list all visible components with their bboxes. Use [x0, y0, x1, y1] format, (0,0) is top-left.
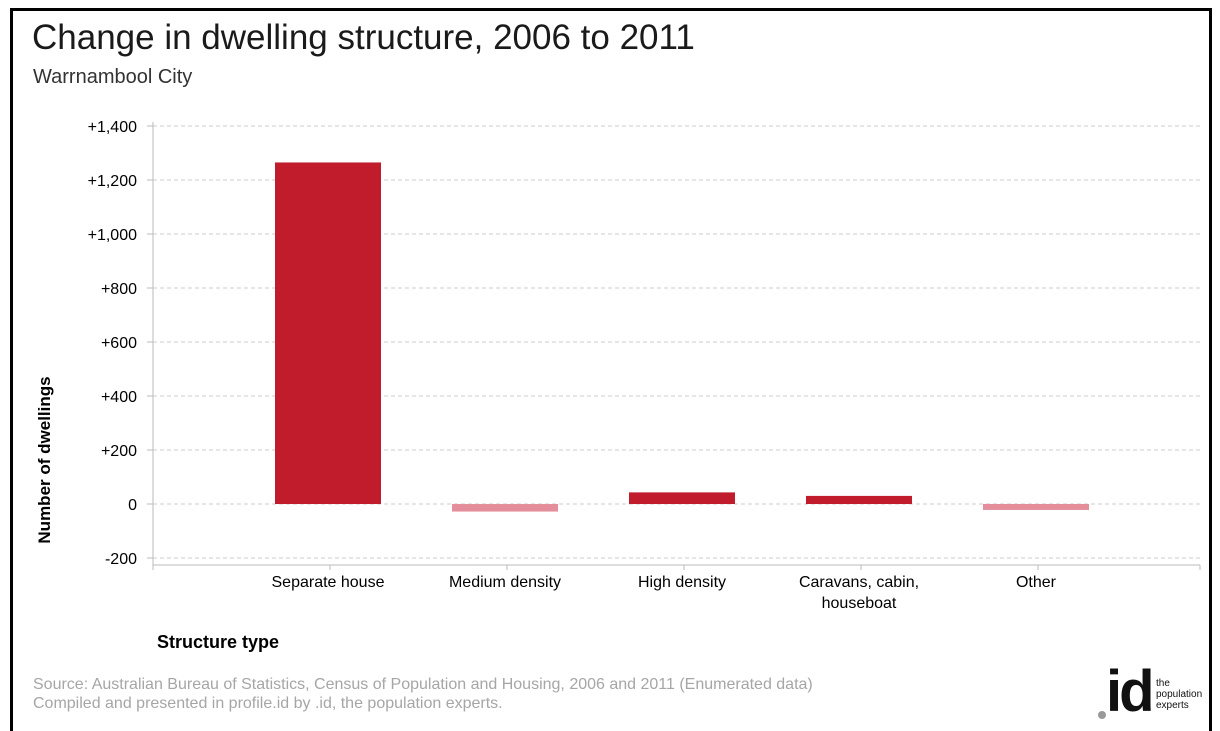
- y-tick-label: +600: [101, 335, 137, 352]
- bar: [452, 504, 558, 512]
- y-tick-label: +800: [101, 281, 137, 298]
- logo-tagline-line: the: [1156, 678, 1170, 689]
- logo-mark: id: [1106, 659, 1155, 724]
- id-logo: id the population experts: [1096, 660, 1216, 724]
- y-tick-label: +200: [101, 443, 137, 460]
- bar: [983, 504, 1089, 510]
- logo-tagline-line: population: [1156, 689, 1203, 700]
- y-tick-label: +1,200: [88, 173, 137, 190]
- y-tick-labels: -200 0 +200 +400 +600 +800 +1,000 +1,200 +1,400: [88, 119, 137, 568]
- axes: [147, 122, 1201, 570]
- x-tick-label: Other: [1016, 574, 1057, 591]
- source-line-1: Source: Australian Bureau of Statistics,…: [33, 676, 813, 693]
- y-tick-label: +400: [101, 389, 137, 406]
- bar: [806, 495, 912, 504]
- source-line-2: Compiled and presented in profile.id by …: [33, 695, 503, 712]
- bar: [629, 492, 735, 504]
- chart-title: Change in dwelling structure, 2006 to 20…: [32, 18, 695, 57]
- logo-tagline: the population experts: [1156, 678, 1202, 711]
- bar: [275, 162, 381, 504]
- x-axis-label: Structure type: [157, 632, 279, 652]
- y-tick-label: +1,400: [88, 119, 137, 136]
- x-tick-label: High density: [638, 574, 726, 591]
- y-tick-label: +1,000: [88, 227, 137, 244]
- x-tick-label: Caravans, cabin, houseboat: [799, 574, 919, 612]
- chart-subtitle: Warrnambool City: [33, 66, 193, 88]
- logo-dot: [1098, 711, 1106, 719]
- x-tick-labels: Separate house Medium density High density…: [272, 574, 1057, 612]
- logo-tagline-line: experts: [1156, 700, 1189, 711]
- x-tick-label: Separate house: [272, 574, 385, 591]
- chart-frame: [10, 8, 1212, 731]
- y-tick-label: -200: [105, 551, 137, 568]
- source-note: Source: Australian Bureau of Statistics,…: [33, 675, 813, 713]
- bars: [275, 162, 1089, 512]
- y-axis-label: Number of dwellings: [35, 376, 54, 543]
- y-tick-label: 0: [128, 497, 137, 514]
- x-tick-label: Medium density: [449, 574, 561, 591]
